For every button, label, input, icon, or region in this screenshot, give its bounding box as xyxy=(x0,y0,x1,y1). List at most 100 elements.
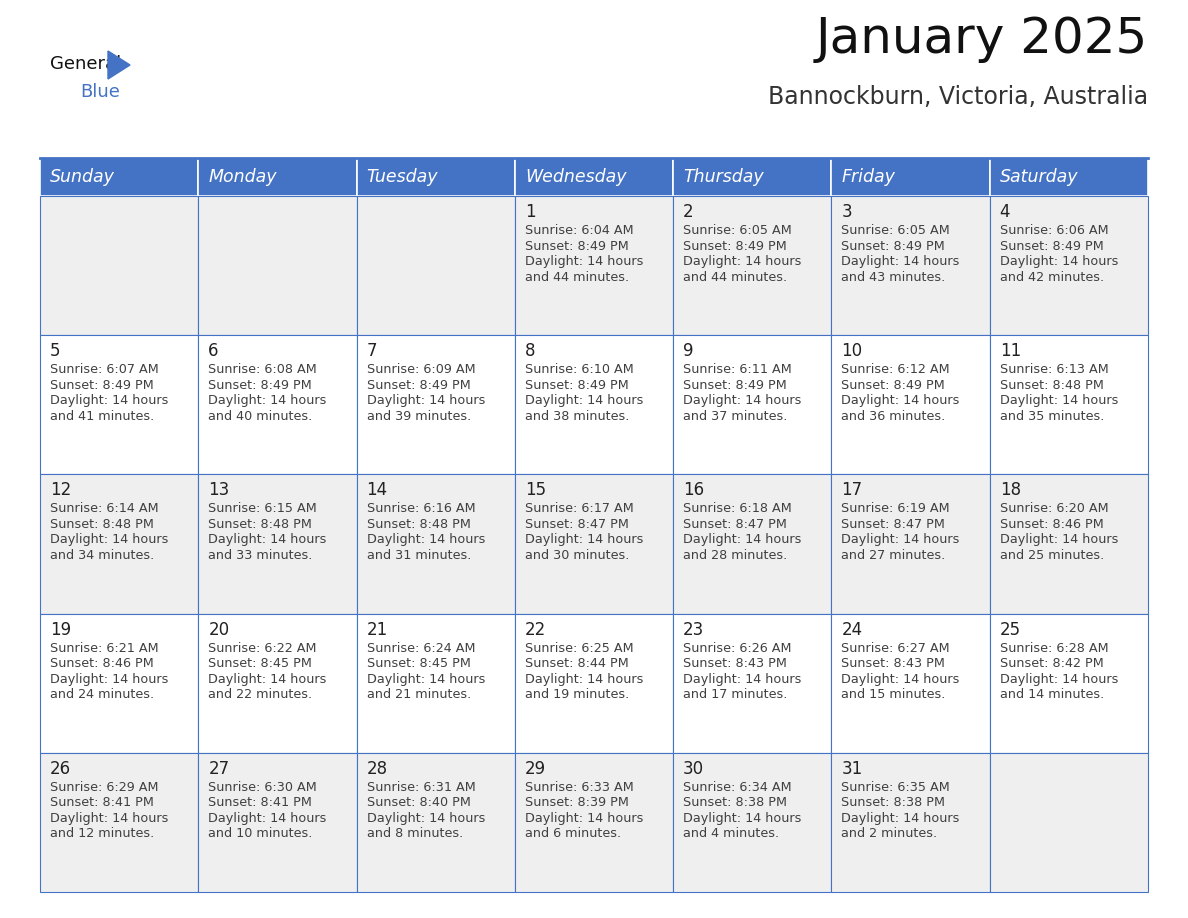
Text: Sunset: 8:43 PM: Sunset: 8:43 PM xyxy=(683,657,786,670)
Text: 14: 14 xyxy=(367,481,387,499)
Text: 29: 29 xyxy=(525,760,546,778)
Bar xyxy=(990,475,1148,613)
Text: Daylight: 14 hours: Daylight: 14 hours xyxy=(367,533,485,546)
Bar xyxy=(832,753,990,892)
Text: Daylight: 14 hours: Daylight: 14 hours xyxy=(683,812,802,824)
Bar xyxy=(40,158,198,196)
Text: 6: 6 xyxy=(208,342,219,360)
Text: 18: 18 xyxy=(1000,481,1020,499)
Text: Sunrise: 6:22 AM: Sunrise: 6:22 AM xyxy=(208,642,317,655)
Text: Sunrise: 6:13 AM: Sunrise: 6:13 AM xyxy=(1000,364,1108,376)
Text: Bannockburn, Victoria, Australia: Bannockburn, Victoria, Australia xyxy=(767,85,1148,109)
Text: 20: 20 xyxy=(208,621,229,639)
Text: and 34 minutes.: and 34 minutes. xyxy=(50,549,154,562)
Bar xyxy=(674,196,832,335)
Text: Daylight: 14 hours: Daylight: 14 hours xyxy=(208,673,327,686)
Text: Sunset: 8:43 PM: Sunset: 8:43 PM xyxy=(841,657,946,670)
Bar xyxy=(198,158,356,196)
Text: 3: 3 xyxy=(841,203,852,221)
Text: Daylight: 14 hours: Daylight: 14 hours xyxy=(50,533,169,546)
Text: Sunrise: 6:09 AM: Sunrise: 6:09 AM xyxy=(367,364,475,376)
Bar xyxy=(198,196,356,335)
Text: Sunset: 8:49 PM: Sunset: 8:49 PM xyxy=(367,379,470,392)
Text: Sunset: 8:49 PM: Sunset: 8:49 PM xyxy=(683,240,786,252)
Text: Daylight: 14 hours: Daylight: 14 hours xyxy=(1000,533,1118,546)
Text: 22: 22 xyxy=(525,621,546,639)
Text: and 25 minutes.: and 25 minutes. xyxy=(1000,549,1104,562)
Text: Daylight: 14 hours: Daylight: 14 hours xyxy=(841,812,960,824)
Bar xyxy=(674,475,832,613)
Text: Sunset: 8:41 PM: Sunset: 8:41 PM xyxy=(50,796,154,810)
Text: Daylight: 14 hours: Daylight: 14 hours xyxy=(1000,394,1118,408)
Text: Sunrise: 6:24 AM: Sunrise: 6:24 AM xyxy=(367,642,475,655)
Bar xyxy=(832,335,990,475)
Text: and 24 minutes.: and 24 minutes. xyxy=(50,688,154,701)
Bar xyxy=(990,196,1148,335)
Text: Saturday: Saturday xyxy=(1000,168,1079,186)
Text: Daylight: 14 hours: Daylight: 14 hours xyxy=(683,673,802,686)
Bar xyxy=(356,753,514,892)
Bar xyxy=(674,158,832,196)
Text: Sunset: 8:46 PM: Sunset: 8:46 PM xyxy=(1000,518,1104,531)
Bar xyxy=(40,613,198,753)
Bar xyxy=(674,335,832,475)
Bar xyxy=(990,158,1148,196)
Text: Sunset: 8:49 PM: Sunset: 8:49 PM xyxy=(841,240,946,252)
Text: Sunset: 8:45 PM: Sunset: 8:45 PM xyxy=(208,657,312,670)
Text: Sunrise: 6:17 AM: Sunrise: 6:17 AM xyxy=(525,502,633,515)
Text: Sunset: 8:49 PM: Sunset: 8:49 PM xyxy=(525,379,628,392)
Text: Wednesday: Wednesday xyxy=(525,168,626,186)
Bar xyxy=(832,613,990,753)
Text: 9: 9 xyxy=(683,342,694,360)
Text: Sunday: Sunday xyxy=(50,168,115,186)
Text: Sunrise: 6:27 AM: Sunrise: 6:27 AM xyxy=(841,642,950,655)
Text: Sunset: 8:49 PM: Sunset: 8:49 PM xyxy=(208,379,312,392)
Text: Sunrise: 6:05 AM: Sunrise: 6:05 AM xyxy=(841,224,950,237)
Text: Daylight: 14 hours: Daylight: 14 hours xyxy=(50,812,169,824)
Text: 30: 30 xyxy=(683,760,704,778)
Bar xyxy=(198,613,356,753)
Text: 2: 2 xyxy=(683,203,694,221)
Text: Sunset: 8:45 PM: Sunset: 8:45 PM xyxy=(367,657,470,670)
Text: Sunset: 8:46 PM: Sunset: 8:46 PM xyxy=(50,657,153,670)
Text: Sunset: 8:47 PM: Sunset: 8:47 PM xyxy=(683,518,786,531)
Text: Daylight: 14 hours: Daylight: 14 hours xyxy=(683,533,802,546)
Text: Sunrise: 6:25 AM: Sunrise: 6:25 AM xyxy=(525,642,633,655)
Text: Daylight: 14 hours: Daylight: 14 hours xyxy=(1000,255,1118,268)
Text: and 36 minutes.: and 36 minutes. xyxy=(841,409,946,422)
Bar xyxy=(514,196,674,335)
Text: and 31 minutes.: and 31 minutes. xyxy=(367,549,470,562)
Text: Sunset: 8:38 PM: Sunset: 8:38 PM xyxy=(683,796,788,810)
Text: and 17 minutes.: and 17 minutes. xyxy=(683,688,788,701)
Bar xyxy=(514,335,674,475)
Text: Sunrise: 6:21 AM: Sunrise: 6:21 AM xyxy=(50,642,159,655)
Text: Sunset: 8:38 PM: Sunset: 8:38 PM xyxy=(841,796,946,810)
Text: 1: 1 xyxy=(525,203,536,221)
Text: and 2 minutes.: and 2 minutes. xyxy=(841,827,937,840)
Text: Daylight: 14 hours: Daylight: 14 hours xyxy=(525,673,643,686)
Text: Sunrise: 6:06 AM: Sunrise: 6:06 AM xyxy=(1000,224,1108,237)
Text: and 37 minutes.: and 37 minutes. xyxy=(683,409,788,422)
Text: Sunrise: 6:35 AM: Sunrise: 6:35 AM xyxy=(841,781,950,794)
Text: Sunrise: 6:34 AM: Sunrise: 6:34 AM xyxy=(683,781,791,794)
Bar xyxy=(40,753,198,892)
Text: 24: 24 xyxy=(841,621,862,639)
Text: Sunset: 8:41 PM: Sunset: 8:41 PM xyxy=(208,796,312,810)
Text: and 33 minutes.: and 33 minutes. xyxy=(208,549,312,562)
Text: and 30 minutes.: and 30 minutes. xyxy=(525,549,630,562)
Text: Sunrise: 6:14 AM: Sunrise: 6:14 AM xyxy=(50,502,159,515)
Text: Daylight: 14 hours: Daylight: 14 hours xyxy=(208,533,327,546)
Text: Daylight: 14 hours: Daylight: 14 hours xyxy=(525,255,643,268)
Text: 31: 31 xyxy=(841,760,862,778)
Text: Sunrise: 6:18 AM: Sunrise: 6:18 AM xyxy=(683,502,792,515)
Text: Sunset: 8:44 PM: Sunset: 8:44 PM xyxy=(525,657,628,670)
Text: and 6 minutes.: and 6 minutes. xyxy=(525,827,621,840)
Text: Daylight: 14 hours: Daylight: 14 hours xyxy=(683,255,802,268)
Text: Sunrise: 6:16 AM: Sunrise: 6:16 AM xyxy=(367,502,475,515)
Text: 7: 7 xyxy=(367,342,377,360)
Text: Daylight: 14 hours: Daylight: 14 hours xyxy=(841,394,960,408)
Text: 25: 25 xyxy=(1000,621,1020,639)
Text: and 27 minutes.: and 27 minutes. xyxy=(841,549,946,562)
Text: 13: 13 xyxy=(208,481,229,499)
Text: Daylight: 14 hours: Daylight: 14 hours xyxy=(50,394,169,408)
